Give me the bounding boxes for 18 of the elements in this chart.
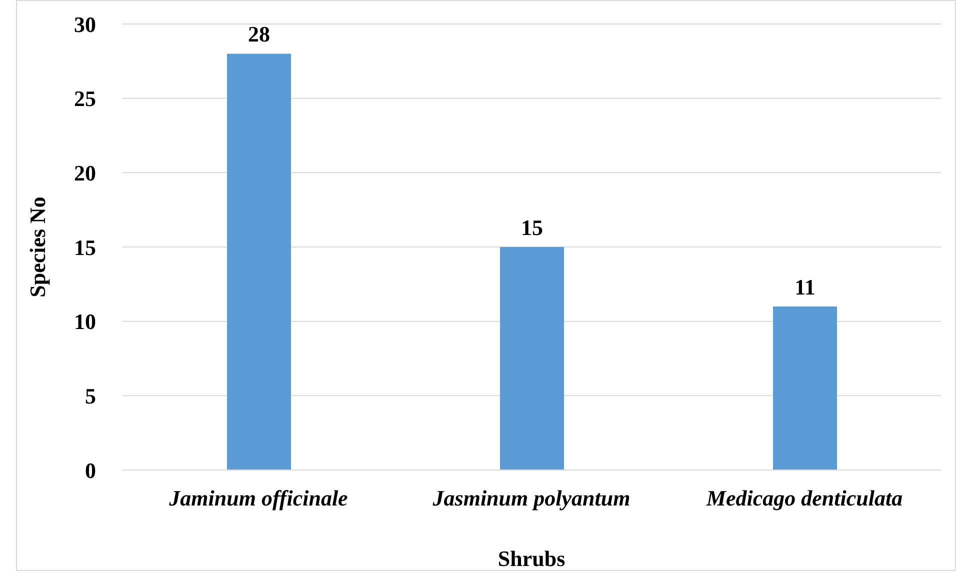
x-tick-label: Jaminum officinale bbox=[168, 486, 348, 511]
x-tick-label: Medicago denticulata bbox=[705, 486, 903, 511]
y-tick-label: 10 bbox=[74, 309, 96, 334]
data-label: 15 bbox=[521, 215, 543, 240]
x-tick-label: Jasminum polyantum bbox=[432, 486, 630, 511]
bar bbox=[227, 54, 291, 470]
y-tick-label: 5 bbox=[85, 383, 96, 408]
y-tick-label: 25 bbox=[74, 86, 96, 112]
y-axis-title: Species No bbox=[24, 196, 50, 298]
y-tick-label: 20 bbox=[74, 160, 96, 186]
y-tick-label: 15 bbox=[74, 234, 96, 260]
y-tick-label: 0 bbox=[85, 458, 96, 483]
bar bbox=[773, 306, 837, 470]
data-label: 28 bbox=[248, 22, 270, 47]
data-label: 11 bbox=[794, 274, 816, 300]
bar bbox=[500, 247, 564, 470]
y-tick-label: 30 bbox=[74, 12, 96, 37]
x-axis-title: Shrubs bbox=[498, 546, 566, 571]
